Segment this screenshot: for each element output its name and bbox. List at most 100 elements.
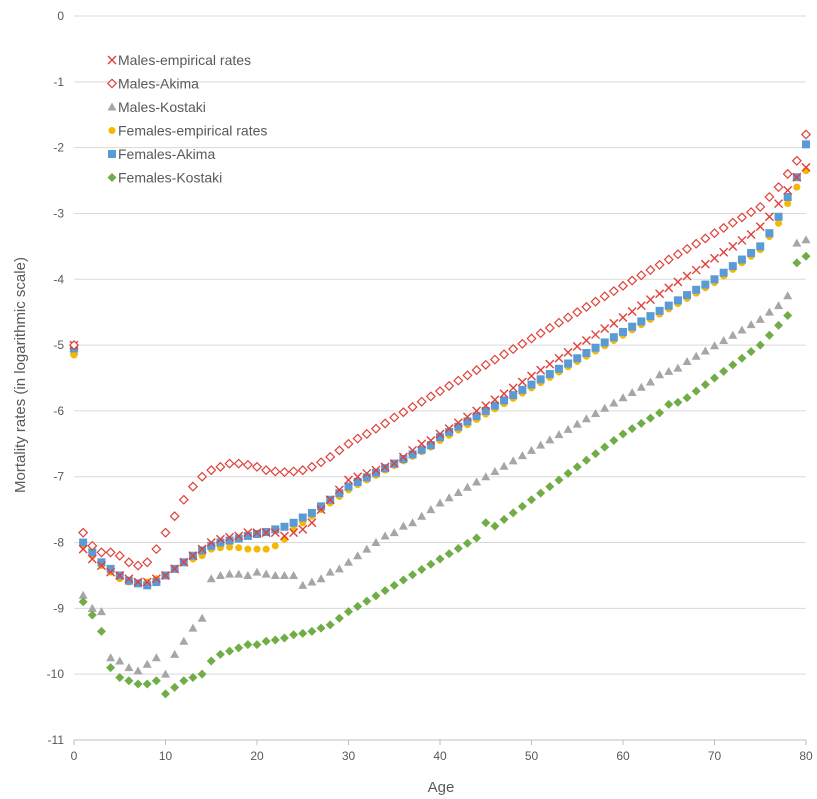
data-point <box>609 333 618 342</box>
data-point <box>645 265 656 276</box>
data-point <box>170 682 180 692</box>
data-point <box>636 382 646 391</box>
marker-stroke <box>444 424 454 434</box>
data-point <box>490 401 499 410</box>
data-point <box>527 495 536 505</box>
data-point <box>654 259 665 270</box>
data-point <box>545 482 555 492</box>
data-point <box>253 529 261 538</box>
data-point <box>106 653 116 662</box>
data-point <box>389 459 399 469</box>
data-point <box>462 482 472 491</box>
data-point <box>728 241 738 251</box>
data-point <box>197 544 207 554</box>
data-point <box>572 307 583 318</box>
y-tick-label: -3 <box>53 206 64 220</box>
data-point <box>545 359 555 369</box>
data-point <box>362 596 372 606</box>
data-point <box>764 330 774 340</box>
series-males-kostaki <box>69 235 811 678</box>
data-point <box>280 522 289 531</box>
data-point <box>334 613 344 623</box>
series-females-kostaki <box>69 251 811 699</box>
data-point <box>600 324 610 334</box>
data-point <box>398 452 408 462</box>
data-point <box>151 676 161 686</box>
data-point <box>206 465 217 476</box>
data-point <box>353 601 363 611</box>
marker-stroke <box>389 459 399 469</box>
data-point <box>353 477 362 486</box>
data-point <box>746 230 756 240</box>
data-point <box>215 649 225 659</box>
data-point <box>756 242 765 251</box>
data-point <box>489 354 500 365</box>
data-point <box>244 545 252 553</box>
data-point <box>710 275 719 284</box>
legend-item: Females-Kostaki <box>107 170 222 186</box>
marker-stroke <box>325 495 335 505</box>
marker-stroke <box>161 570 170 580</box>
data-point <box>297 465 308 476</box>
data-point <box>68 340 80 351</box>
data-point <box>362 544 372 553</box>
data-point <box>710 341 719 350</box>
data-point <box>206 656 216 666</box>
x-tick-label: 40 <box>433 749 447 763</box>
data-point <box>389 528 399 537</box>
data-point <box>436 433 444 442</box>
marker-stroke <box>618 312 628 322</box>
marker-stroke <box>151 574 161 584</box>
data-point <box>554 353 564 363</box>
x-tick-label: 20 <box>250 749 264 763</box>
x-axis-ticks: 0 10 20 30 40 50 60 70 80 <box>71 740 813 763</box>
data-point <box>784 200 792 208</box>
data-point <box>700 259 710 269</box>
y-tick-label: -11 <box>48 733 65 747</box>
data-point <box>408 518 418 527</box>
data-point <box>206 538 216 548</box>
data-point <box>152 578 161 587</box>
data-point <box>316 457 327 468</box>
data-point <box>96 607 106 616</box>
data-point <box>87 610 97 620</box>
data-point <box>719 366 729 376</box>
data-point <box>325 567 335 576</box>
data-point <box>563 312 574 323</box>
data-point <box>115 672 125 682</box>
data-point <box>480 359 491 370</box>
data-point <box>279 633 289 643</box>
data-point <box>335 489 344 498</box>
data-point <box>87 554 97 564</box>
data-point <box>499 461 509 470</box>
data-point <box>371 465 381 475</box>
data-point <box>225 536 234 545</box>
data-point <box>481 472 491 481</box>
data-point <box>490 466 500 475</box>
marker-stroke <box>115 570 125 580</box>
marker-stroke <box>453 418 463 428</box>
data-point <box>673 296 682 305</box>
data-point <box>426 441 435 450</box>
data-point <box>793 183 801 191</box>
x-tick-label: 50 <box>525 749 539 763</box>
x-axis-title: Age <box>428 779 455 796</box>
data-point <box>692 285 701 294</box>
data-point <box>381 464 390 473</box>
data-point <box>261 569 271 578</box>
data-point <box>591 409 601 418</box>
data-point <box>672 249 683 260</box>
data-point <box>508 508 518 518</box>
data-point <box>242 459 253 470</box>
data-point <box>261 465 272 476</box>
data-point <box>188 672 198 682</box>
x-tick-label: 0 <box>71 749 78 763</box>
data-point <box>88 548 97 557</box>
marker-stroke <box>225 532 235 542</box>
data-point <box>362 473 371 482</box>
data-point <box>801 162 811 172</box>
data-point <box>371 538 381 547</box>
data-point <box>124 574 134 584</box>
y-tick-label: -2 <box>53 141 64 155</box>
data-point <box>499 515 509 525</box>
